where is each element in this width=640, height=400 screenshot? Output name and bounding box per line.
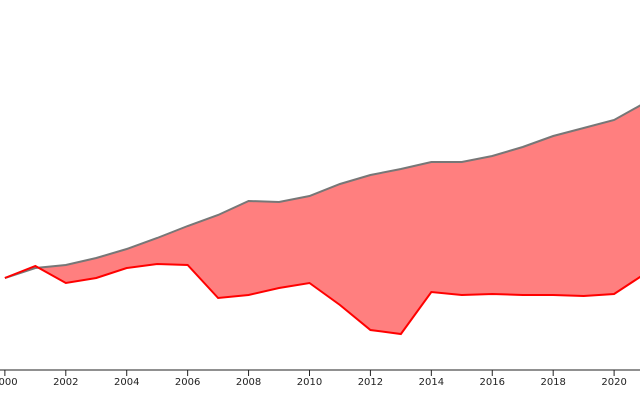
x-tick-label: 2006: [175, 377, 200, 388]
x-tick-label: 2004: [114, 377, 139, 388]
x-tick-label: 2016: [480, 377, 505, 388]
x-tick-label: 2000: [0, 377, 18, 388]
x-tick-label: 2012: [358, 377, 383, 388]
series-line: [4, 262, 640, 336]
x-tick-label: 2020: [601, 377, 626, 388]
difference-fill: [4, 105, 640, 334]
series-line: [4, 104, 640, 279]
x-tick-label: 2008: [236, 377, 261, 388]
x-tick-label: 2010: [297, 377, 322, 388]
x-tick-label: 2014: [419, 377, 444, 388]
x-tick-label: 2018: [540, 377, 565, 388]
x-tick-label: 2002: [53, 377, 78, 388]
